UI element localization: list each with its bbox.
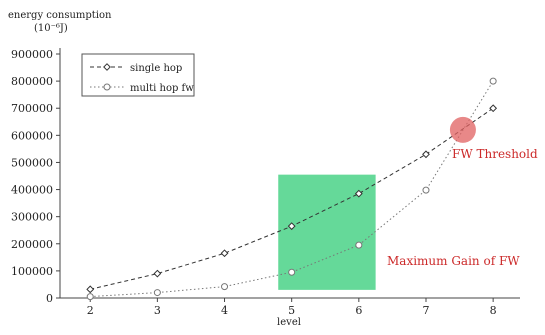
legend-box bbox=[81, 53, 195, 97]
y-tick-label: 100000 bbox=[11, 265, 53, 278]
data-point-multi-hop bbox=[489, 77, 497, 85]
x-tick-label: 7 bbox=[422, 304, 429, 317]
y-tick-label: 600000 bbox=[11, 129, 53, 142]
data-point-single-hop bbox=[287, 222, 296, 231]
data-point-multi-hop bbox=[86, 293, 94, 301]
x-tick-label: 4 bbox=[221, 304, 228, 317]
x-tick-label: 2 bbox=[87, 304, 94, 317]
data-point-multi-hop bbox=[153, 289, 161, 297]
legend-label-2: multi hop fw bbox=[130, 83, 194, 94]
data-point-single-hop bbox=[220, 249, 229, 258]
y-tick-label: 800000 bbox=[11, 75, 53, 88]
fw-threshold-label: FW Threshold bbox=[452, 147, 538, 161]
fw-threshold-marker bbox=[449, 116, 476, 143]
data-point-multi-hop bbox=[288, 268, 296, 276]
y-tick-label: 0 bbox=[46, 292, 53, 305]
x-axis-title: level bbox=[277, 317, 301, 328]
data-point-single-hop bbox=[86, 285, 95, 294]
data-point-multi-hop bbox=[422, 186, 430, 194]
y-axis-title-line1: energy consumption bbox=[8, 10, 112, 21]
data-point-single-hop bbox=[153, 269, 162, 278]
x-tick-label: 5 bbox=[288, 304, 295, 317]
legend-marker-diamond bbox=[103, 63, 111, 71]
max-gain-label: Maximum Gain of FW bbox=[387, 254, 520, 268]
data-point-multi-hop bbox=[221, 283, 229, 291]
data-point-multi-hop bbox=[355, 241, 363, 249]
legend-label-1: single hop bbox=[130, 63, 182, 74]
data-point-single-hop bbox=[354, 189, 363, 198]
y-tick-label: 700000 bbox=[11, 102, 53, 115]
y-axis-title-line2: (10⁻⁶J) bbox=[34, 23, 68, 34]
y-tick-label: 400000 bbox=[11, 184, 53, 197]
y-tick-label: 900000 bbox=[11, 48, 53, 61]
y-tick-label: 200000 bbox=[11, 238, 53, 251]
y-tick-label: 500000 bbox=[11, 156, 53, 169]
x-tick-label: 8 bbox=[490, 304, 497, 317]
legend-marker-circle bbox=[103, 83, 111, 91]
data-point-single-hop bbox=[422, 150, 430, 159]
y-tick-label: 300000 bbox=[11, 211, 53, 224]
x-tick-label: 6 bbox=[355, 304, 362, 317]
data-point-single-hop bbox=[489, 104, 498, 113]
x-tick-label: 3 bbox=[154, 304, 161, 317]
